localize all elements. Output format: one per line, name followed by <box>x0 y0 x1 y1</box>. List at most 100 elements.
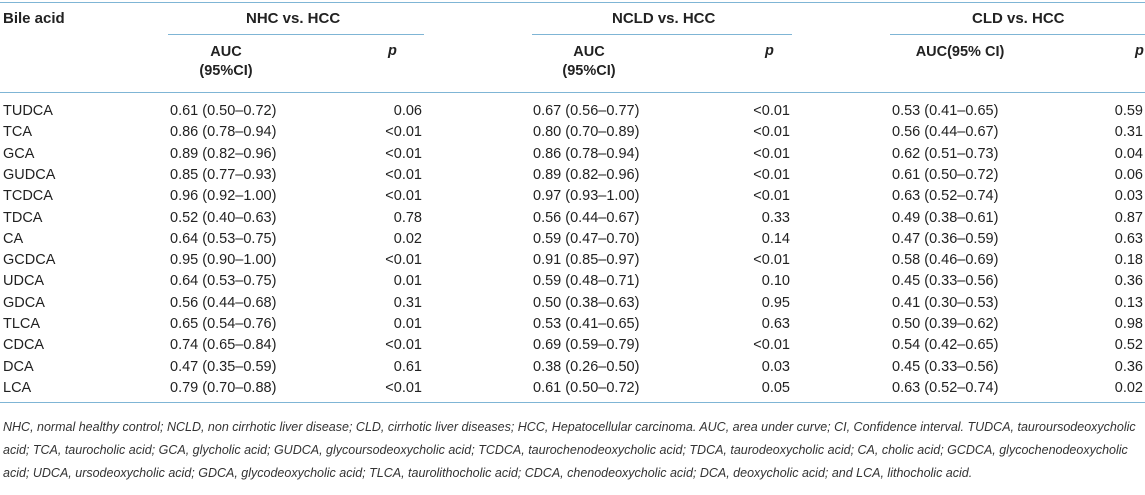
bile-acid-cell: UDCA <box>3 273 45 290</box>
p-value-cell: <0.01 <box>753 124 790 141</box>
auc-ci-cell: 0.61 (0.50–0.72) <box>892 166 999 183</box>
p-value-cell: <0.01 <box>385 337 422 354</box>
auc-ci-cell: 0.97 (0.93–1.00) <box>533 188 640 205</box>
col-header-bile-acid: Bile acid <box>3 10 65 27</box>
auc-ci-cell: 0.86 (0.78–0.94) <box>170 124 277 141</box>
auc-ci-cell: 0.41 (0.30–0.53) <box>892 294 999 311</box>
p-value-cell: 0.10 <box>761 273 790 290</box>
auc-ci-cell: 0.50 (0.39–0.62) <box>892 316 999 332</box>
p-value-cell: 0.18 <box>1114 252 1143 269</box>
table-row: TDCA 0.52 (0.40–0.63) 0.78 0.56 (0.44–0.67)… <box>0 210 1145 231</box>
col-header-p-cld: p <box>1135 43 1144 59</box>
p-value-cell: 0.06 <box>393 103 422 119</box>
p-value-cell: 0.03 <box>761 358 790 375</box>
bile-acid-cell: GCDCA <box>3 252 56 269</box>
bile-acid-cell: CDCA <box>3 337 45 354</box>
auc-ci-cell: 0.47 (0.35–0.59) <box>170 358 277 375</box>
p-value-cell: <0.01 <box>753 145 790 162</box>
auc-ci-cell: 0.95 (0.90–1.00) <box>170 252 277 269</box>
p-value-cell: <0.01 <box>385 188 422 205</box>
auc-ci-cell: 0.45 (0.33–0.56) <box>892 273 999 290</box>
group-header-cld-vs-hcc: CLD vs. HCC <box>972 10 1065 27</box>
auc-ci-cell: 0.89 (0.82–0.96) <box>170 145 277 162</box>
group-header-nhc-vs-hcc: NHC vs. HCC <box>246 10 341 27</box>
ci-label: (95%CI) <box>199 63 253 79</box>
auc-ci-cell: 0.80 (0.70–0.89) <box>533 124 640 141</box>
p-value-cell: 0.06 <box>1114 166 1143 183</box>
table-row: DCA 0.47 (0.35–0.59) 0.61 0.38 (0.26–0.50) 0… <box>0 359 1145 380</box>
p-value-cell: 0.95 <box>761 294 790 311</box>
ci-label: (95%CI) <box>562 63 616 79</box>
auc-ci-cell: 0.85 (0.77–0.93) <box>170 166 277 183</box>
table-row: GCA 0.89 (0.82–0.96) <0.01 0.86 (0.78–0.94)… <box>0 146 1145 167</box>
p-value-cell: 0.78 <box>393 209 422 226</box>
p-value-cell: 0.98 <box>1114 316 1143 332</box>
p-value-cell: <0.01 <box>385 166 422 183</box>
bile-acid-cell: TDCA <box>3 209 43 226</box>
table-row: TLCA 0.65 (0.54–0.76) 0.01 0.53 (0.41–0.65)… <box>0 316 1145 337</box>
auc-ci-cell: 0.59 (0.48–0.71) <box>533 273 640 290</box>
auc-ci-cell: 0.56 (0.44–0.67) <box>533 209 640 226</box>
table-row: CA 0.64 (0.53–0.75) 0.02 0.59 (0.47–0.70) 0.… <box>0 231 1145 252</box>
p-value-cell: <0.01 <box>753 337 790 354</box>
p-value-cell: 0.13 <box>1114 294 1143 311</box>
auc-label: AUC <box>573 44 605 60</box>
p-value-cell: 0.31 <box>1114 124 1143 141</box>
table-row: GDCA 0.56 (0.44–0.68) 0.31 0.50 (0.38–0.63)… <box>0 295 1145 316</box>
group-rule-cld <box>890 34 1145 35</box>
bile-acid-cell: TCA <box>3 124 32 141</box>
auc-ci-cell: 0.62 (0.51–0.73) <box>892 145 999 162</box>
auc-label: AUC <box>210 44 242 60</box>
p-value-cell: 0.14 <box>761 230 790 247</box>
auc-ci-cell: 0.38 (0.26–0.50) <box>533 358 640 375</box>
p-value-cell: 0.87 <box>1114 209 1143 226</box>
body-bottom-rule <box>0 402 1145 403</box>
table-row: TUDCA 0.61 (0.50–0.72) 0.06 0.67 (0.56–0.77… <box>0 103 1145 124</box>
p-value-cell: <0.01 <box>753 252 790 269</box>
p-value-cell: <0.01 <box>385 252 422 269</box>
p-value-cell: <0.01 <box>753 103 790 119</box>
col-header-auc-ncld: AUC (95%CI) <box>533 43 645 81</box>
p-value-cell: <0.01 <box>385 379 422 396</box>
table-row: GUDCA 0.85 (0.77–0.93) <0.01 0.89 (0.82–0.9… <box>0 167 1145 188</box>
group-rule-nhc <box>168 34 424 35</box>
bile-acid-cell: GUDCA <box>3 166 56 183</box>
bile-acid-cell: GCA <box>3 145 35 162</box>
auc-ci-cell: 0.67 (0.56–0.77) <box>533 103 640 119</box>
p-value-cell: 0.05 <box>761 379 790 396</box>
auc-ci-cell: 0.58 (0.46–0.69) <box>892 252 999 269</box>
p-value-cell: 0.31 <box>393 294 422 311</box>
auc-ci-cell: 0.65 (0.54–0.76) <box>170 316 277 332</box>
auc-ci-cell: 0.54 (0.42–0.65) <box>892 337 999 354</box>
header-bottom-rule <box>0 92 1145 93</box>
group-rule-ncld <box>532 34 792 35</box>
col-header-p-nhc: p <box>388 43 397 59</box>
auc-ci-cell: 0.56 (0.44–0.67) <box>892 124 999 141</box>
col-header-auc-nhc: AUC (95%CI) <box>170 43 282 81</box>
auc-ci-cell: 0.89 (0.82–0.96) <box>533 166 640 183</box>
bile-acid-cell: TCDCA <box>3 188 53 205</box>
auc-ci-cell: 0.91 (0.85–0.97) <box>533 252 640 269</box>
p-value-cell: 0.36 <box>1114 273 1143 290</box>
bile-acid-cell: GDCA <box>3 294 45 311</box>
auc-ci-cell: 0.50 (0.38–0.63) <box>533 294 640 311</box>
auc-ci-cell: 0.63 (0.52–0.74) <box>892 188 999 205</box>
table-row: LCA 0.79 (0.70–0.88) <0.01 0.61 (0.50–0.72)… <box>0 380 1145 401</box>
bile-acid-cell: CA <box>3 230 24 247</box>
p-value-cell: 0.61 <box>393 358 422 375</box>
bile-acid-cell: LCA <box>3 379 32 396</box>
auc-ci-cell: 0.56 (0.44–0.68) <box>170 294 277 311</box>
p-value-cell: 0.36 <box>1114 358 1143 375</box>
auc-ci-cell: 0.74 (0.65–0.84) <box>170 337 277 354</box>
auc-ci-cell: 0.52 (0.40–0.63) <box>170 209 277 226</box>
p-value-cell: 0.52 <box>1114 337 1143 354</box>
auc-ci-cell: 0.47 (0.36–0.59) <box>892 230 999 247</box>
p-value-cell: 0.01 <box>393 316 422 332</box>
auc-ci-cell: 0.53 (0.41–0.65) <box>533 316 640 332</box>
auc-ci-cell: 0.45 (0.33–0.56) <box>892 358 999 375</box>
table-row: CDCA 0.74 (0.65–0.84) <0.01 0.69 (0.59–0.79… <box>0 337 1145 358</box>
p-value-cell: <0.01 <box>753 188 790 205</box>
auc-ci-cell: 0.61 (0.50–0.72) <box>170 103 277 119</box>
auc-ci-cell: 0.96 (0.92–1.00) <box>170 188 277 205</box>
p-value-cell: 0.01 <box>393 273 422 290</box>
